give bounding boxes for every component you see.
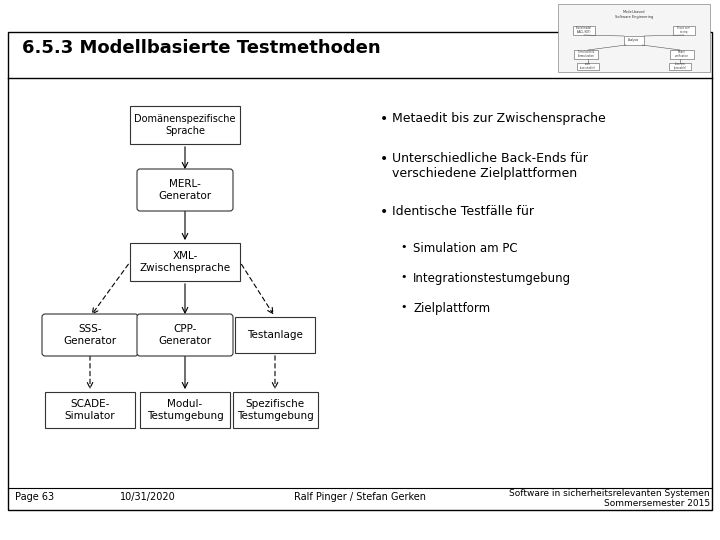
Bar [673,25,695,35]
Text: 6.5.3 Modellbasierte Testmethoden: 6.5.3 Modellbasierte Testmethoden [22,39,381,57]
Bar [45,392,135,428]
Text: Modul-
Testumgebung: Modul- Testumgebung [147,399,223,421]
Bar [130,106,240,144]
Text: Spezifische
Testumgebung: Spezifische Testumgebung [237,399,313,421]
Text: CPP-
Generator: CPP- Generator [158,324,212,346]
Text: Metaedit bis zur Zwischensprache: Metaedit bis zur Zwischensprache [392,112,606,125]
Text: Page 63: Page 63 [15,492,54,502]
Text: code
(executable): code (executable) [580,62,596,70]
Text: SSS-
Generator: SSS- Generator [63,324,117,346]
Text: •: • [380,152,388,166]
Bar [577,63,599,70]
Text: •: • [380,205,388,219]
FancyBboxPatch shape [137,314,233,356]
Text: Identische Testfälle für: Identische Testfälle für [392,205,534,218]
Text: XML-
Zwischensprache: XML- Zwischensprache [140,251,230,273]
Text: theorem
(provable): theorem (provable) [673,62,686,70]
Text: •: • [380,112,388,126]
Text: •: • [400,272,407,282]
FancyBboxPatch shape [42,314,138,356]
Text: 10/31/2020: 10/31/2020 [120,492,176,502]
Text: Zielplattform: Zielplattform [413,302,490,315]
Text: Prove corr.
to req.: Prove corr. to req. [678,26,690,35]
Text: Testanlage: Testanlage [247,330,303,340]
Text: Model
verification: Model verification [675,50,689,58]
Text: Analysis: Analysis [629,38,639,42]
Text: Domänenspezifische
Sprache: Domänenspezifische Sprache [134,114,235,136]
Bar [558,4,710,72]
Text: SCADE-
Simulator: SCADE- Simulator [65,399,115,421]
Bar [574,50,598,58]
Bar [573,25,595,35]
Text: Ralf Pinger / Stefan Gerken: Ralf Pinger / Stefan Gerken [294,492,426,502]
Bar [669,63,691,70]
Text: •: • [400,302,407,312]
Bar [624,36,644,44]
Text: •: • [400,242,407,252]
Text: Simulation am PC: Simulation am PC [413,242,518,255]
Text: Model-based
Software Engineering: Model-based Software Engineering [615,10,653,18]
Bar [235,317,315,353]
Text: MERL-
Generator: MERL- Generator [158,179,212,201]
Bar [140,392,230,428]
Bar [8,32,712,510]
Text: Software in sicherheitsrelevanten Systemen: Software in sicherheitsrelevanten System… [509,489,710,497]
Text: Build model
(AADL/SDF): Build model (AADL/SDF) [577,26,592,35]
Bar [670,50,694,58]
Text: Unterschiedliche Back-Ends für
verschiedene Zielplattformen: Unterschiedliche Back-Ends für verschied… [392,152,588,180]
Text: Sommersemester 2015: Sommersemester 2015 [604,498,710,508]
Bar [233,392,318,428]
FancyBboxPatch shape [137,169,233,211]
Text: Integrationstestumgebung: Integrationstestumgebung [413,272,571,285]
Text: Simulation &
Formalization: Simulation & Formalization [577,50,595,58]
Bar [130,243,240,281]
